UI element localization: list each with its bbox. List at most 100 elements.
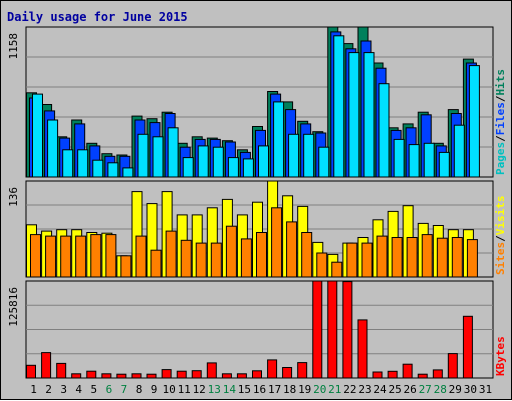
legend-label: Files <box>494 102 507 135</box>
x-tick-label: 16 <box>253 383 266 396</box>
bar-kbytes <box>402 363 413 379</box>
bar-kbytes <box>447 353 458 379</box>
x-tick-label: 5 <box>90 383 97 396</box>
bar-sites <box>466 239 478 278</box>
bar-pages <box>273 101 285 178</box>
bar-pages <box>47 119 59 178</box>
x-tick-label: 14 <box>223 383 237 396</box>
bar-pages <box>62 149 74 178</box>
bar-pages <box>152 136 164 178</box>
bar-pages <box>438 151 450 178</box>
x-tick-label: 4 <box>75 383 82 396</box>
x-tick-label: 29 <box>449 383 462 396</box>
bar-pages <box>303 133 315 178</box>
x-tick-label: 19 <box>298 383 311 396</box>
bar-sites <box>301 232 313 278</box>
bar-kbytes <box>432 369 443 379</box>
bar-pages <box>318 146 330 178</box>
panel-kbytes-series-legend: KBytes <box>494 336 507 376</box>
bar-kbytes <box>417 373 428 379</box>
x-tick-label: 23 <box>358 383 371 396</box>
bar-kbytes <box>221 373 232 379</box>
bar-sites <box>286 221 298 278</box>
bar-kbytes <box>71 373 82 379</box>
bar-kbytes <box>101 373 112 379</box>
legend-label: / <box>494 95 507 102</box>
legend-label: / <box>494 135 507 142</box>
bar-pages <box>107 162 119 178</box>
bar-sites <box>436 237 448 278</box>
bar-pages <box>378 83 390 178</box>
bar-sites <box>120 255 132 278</box>
bar-kbytes <box>176 370 187 379</box>
bar-kbytes <box>372 371 383 379</box>
bar-sites <box>45 235 57 278</box>
x-tick-label: 26 <box>403 383 416 396</box>
bar-pages <box>242 158 254 178</box>
bar-sites <box>331 261 343 278</box>
x-tick-label: 20 <box>313 383 326 396</box>
bar-pages <box>197 145 209 178</box>
x-tick-label: 8 <box>136 383 143 396</box>
x-tick-label: 7 <box>121 383 128 396</box>
bar-kbytes <box>161 369 172 379</box>
bar-sites <box>105 234 117 278</box>
bar-sites <box>165 230 177 278</box>
bar-sites <box>271 207 283 278</box>
bar-pages <box>122 167 134 178</box>
x-tick-label: 3 <box>60 383 67 396</box>
legend-label: Sites <box>494 242 507 275</box>
bar-pages <box>453 124 465 178</box>
bar-pages <box>363 52 375 178</box>
bar-sites <box>75 235 87 278</box>
bar-sites <box>90 234 102 278</box>
bar-kbytes <box>282 367 293 379</box>
bar-pages <box>92 159 104 178</box>
bar-pages <box>32 93 43 178</box>
x-tick-label: 28 <box>434 383 447 396</box>
bar-kbytes <box>387 370 398 379</box>
x-tick-label: 17 <box>268 383 281 396</box>
x-tick-label: 30 <box>464 383 477 396</box>
x-tick-label: 25 <box>388 383 401 396</box>
bar-kbytes <box>297 362 308 379</box>
bar-kbytes <box>236 373 247 379</box>
bar-sites <box>225 225 237 278</box>
bar-sites <box>240 238 252 278</box>
bar-sites <box>256 232 267 278</box>
bar-kbytes <box>462 315 473 379</box>
bar-kbytes <box>26 364 36 379</box>
bar-pages <box>258 145 269 178</box>
bar-kbytes <box>312 280 323 379</box>
bar-pages <box>393 138 405 178</box>
bar-pages <box>182 157 194 178</box>
bar-sites <box>30 234 41 278</box>
bar-pages <box>333 35 345 178</box>
chart-title: Daily usage for June 2015 <box>7 10 188 24</box>
panel-kbytes-ymax-label: 125816 <box>7 287 20 327</box>
x-tick-label: 11 <box>178 383 191 396</box>
x-tick-label: 12 <box>193 383 206 396</box>
bar-sites <box>346 242 358 278</box>
bar-kbytes <box>267 359 278 379</box>
bar-pages <box>348 52 360 178</box>
bar-sites <box>376 235 388 278</box>
bar-sites <box>406 237 418 278</box>
bar-pages <box>77 149 89 178</box>
x-tick-label: 1 <box>30 383 37 396</box>
bar-pages <box>423 142 435 178</box>
bar-sites <box>421 234 433 278</box>
bar-sites <box>150 249 162 278</box>
panel-visits-sites-ymax-label: 136 <box>7 187 20 207</box>
bar-sites <box>391 237 403 278</box>
bar-sites <box>180 239 192 278</box>
x-tick-label: 24 <box>373 383 387 396</box>
bar-kbytes <box>146 373 157 379</box>
panel-hits-files-pages-series-legend: Pages/Files/Hits <box>494 69 507 175</box>
x-tick-label: 6 <box>106 383 113 396</box>
legend-label: / <box>494 235 507 242</box>
panel-visits-sites-series-legend: Sites/Visits <box>494 196 507 276</box>
bar-kbytes <box>252 370 262 379</box>
bar-sites <box>195 242 207 278</box>
